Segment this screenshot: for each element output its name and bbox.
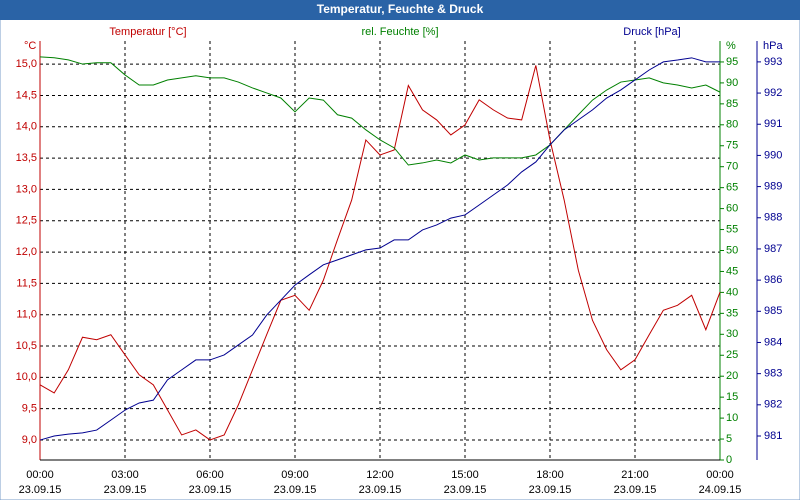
y3-tick-label: 987 — [764, 243, 782, 255]
x-tick-date: 23.09.15 — [529, 484, 572, 496]
y-tick-label: 14,5 — [16, 89, 37, 101]
y2-tick-label: 55 — [726, 223, 738, 235]
y3-tick-label: 990 — [764, 149, 782, 161]
y-tick-label: 10,5 — [16, 340, 37, 352]
y2-tick-label: 30 — [726, 328, 738, 340]
x-tick-label: 00:00 — [706, 469, 734, 481]
x-tick-date: 23.09.15 — [189, 484, 232, 496]
y3-tick-label: 988 — [764, 212, 782, 224]
y2-tick-label: 95 — [726, 56, 738, 68]
y3-tick-label: 992 — [764, 87, 782, 99]
x-tick-date: 23.09.15 — [444, 484, 487, 496]
y3-tick-label: 981 — [764, 430, 782, 442]
y2-tick-label: 10 — [726, 412, 738, 424]
x-tick-label: 15:00 — [451, 469, 479, 481]
y3-axis-label: Druck [hPa] — [623, 26, 680, 38]
y2-tick-label: 70 — [726, 161, 738, 173]
x-tick-date: 23.09.15 — [359, 484, 402, 496]
title-bar — [0, 0, 800, 20]
x-tick-label: 21:00 — [621, 469, 649, 481]
chart-title: Temperatur, Feuchte & Druck — [317, 2, 484, 16]
y2-tick-label: 90 — [726, 77, 738, 89]
y2-tick-label: 65 — [726, 182, 738, 194]
y2-tick-label: 50 — [726, 244, 738, 256]
y3-tick-label: 989 — [764, 180, 782, 192]
y2-tick-label: 35 — [726, 307, 738, 319]
x-tick-label: 03:00 — [111, 469, 139, 481]
y2-unit: % — [726, 40, 736, 52]
y2-tick-label: 20 — [726, 370, 738, 382]
y3-unit: hPa — [763, 40, 783, 52]
y-tick-label: 9,5 — [22, 403, 37, 415]
data-line — [39, 65, 721, 441]
y-axis-label: Temperatur [°C] — [109, 26, 186, 38]
y2-tick-label: 60 — [726, 203, 738, 215]
y3-tick-label: 983 — [764, 368, 782, 380]
y2-tick-label: 5 — [726, 433, 732, 445]
y-tick-label: 11,5 — [16, 277, 37, 289]
y3-tick-label: 986 — [764, 274, 782, 286]
x-tick-date: 23.09.15 — [104, 484, 147, 496]
y-tick-label: 10,0 — [16, 371, 37, 383]
data-line — [39, 56, 721, 166]
y-unit: °C — [24, 40, 36, 52]
y-tick-label: 9,0 — [22, 434, 37, 446]
y2-tick-label: 75 — [726, 140, 738, 152]
y3-tick-label: 984 — [764, 336, 782, 348]
y-tick-label: 14,0 — [16, 121, 37, 133]
y2-tick-label: 40 — [726, 286, 738, 298]
y2-tick-label: 45 — [726, 265, 738, 277]
y3-tick-label: 982 — [764, 399, 782, 411]
y-tick-label: 13,0 — [16, 183, 37, 195]
x-tick-date: 23.09.15 — [19, 484, 62, 496]
x-tick-label: 06:00 — [196, 469, 224, 481]
y-tick-label: 13,5 — [16, 152, 37, 164]
y3-tick-label: 993 — [764, 56, 782, 68]
x-tick-label: 12:00 — [366, 469, 394, 481]
y2-tick-label: 80 — [726, 119, 738, 131]
x-tick-date: 23.09.15 — [274, 484, 317, 496]
y2-tick-label: 85 — [726, 98, 738, 110]
x-tick-date: 23.09.15 — [614, 484, 657, 496]
data-line — [39, 57, 720, 441]
y3-tick-label: 991 — [764, 118, 782, 130]
y3-tick-label: 985 — [764, 305, 782, 317]
x-tick-date: 24.09.15 — [699, 484, 742, 496]
y-tick-label: 12,5 — [16, 215, 37, 227]
x-tick-label: 00:00 — [26, 469, 54, 481]
x-tick-label: 18:00 — [536, 469, 564, 481]
y-tick-label: 11,0 — [16, 309, 37, 321]
y-tick-label: 15,0 — [16, 58, 37, 70]
y2-tick-label: 15 — [726, 391, 738, 403]
y2-tick-label: 0 — [726, 454, 732, 466]
y-tick-label: 12,0 — [16, 246, 37, 258]
y2-tick-label: 25 — [726, 349, 738, 361]
x-tick-label: 09:00 — [281, 469, 309, 481]
y2-axis-label: rel. Feuchte [%] — [361, 26, 438, 38]
